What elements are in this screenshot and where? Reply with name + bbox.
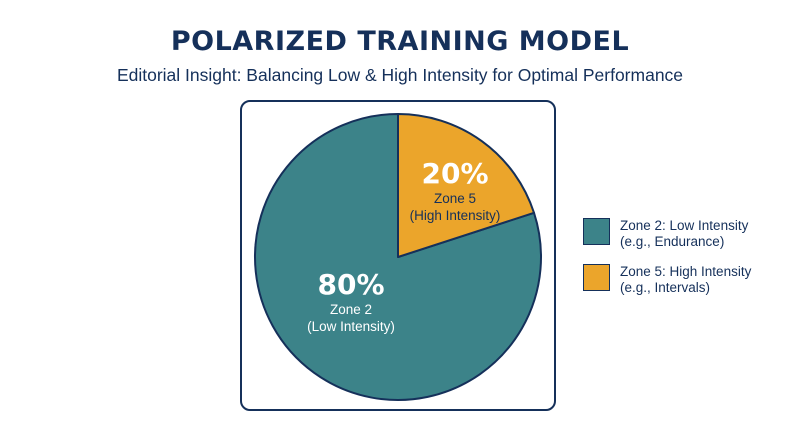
pie-slice-zone-5 (397, 113, 536, 258)
slice-name-label-zone-2: Zone 2 (330, 302, 372, 317)
legend-zone-5-example: (e.g., Intervals) (620, 280, 711, 295)
slice-intensity-label-zone-2: (Low Intensity) (307, 319, 395, 334)
legend-swatch-zone-5 (583, 264, 610, 291)
legend-label-zone-5: Zone 5: High Intensity (e.g., Intervals) (620, 264, 751, 296)
chart-subtitle: Editorial Insight: Balancing Low & High … (116, 65, 684, 85)
legend-zone-2-title: Zone 2: Low Intensity (620, 218, 749, 233)
slice-percent-label-zone-2: 80% (317, 268, 384, 301)
slice-name-label-zone-5: Zone 5 (434, 191, 476, 206)
slice-percent-label-zone-5: 20% (421, 157, 488, 190)
legend-label-zone-2: Zone 2: Low Intensity (e.g., Endurance) (620, 218, 748, 250)
legend-zone-5-title: Zone 5: High Intensity (620, 264, 752, 279)
legend-zone-2-example: (e.g., Endurance) (620, 234, 725, 249)
slice-intensity-label-zone-5: (High Intensity) (410, 208, 501, 223)
legend-swatch-zone-2 (583, 218, 610, 245)
chart-title: POLARIZED TRAINING MODEL (170, 26, 630, 57)
